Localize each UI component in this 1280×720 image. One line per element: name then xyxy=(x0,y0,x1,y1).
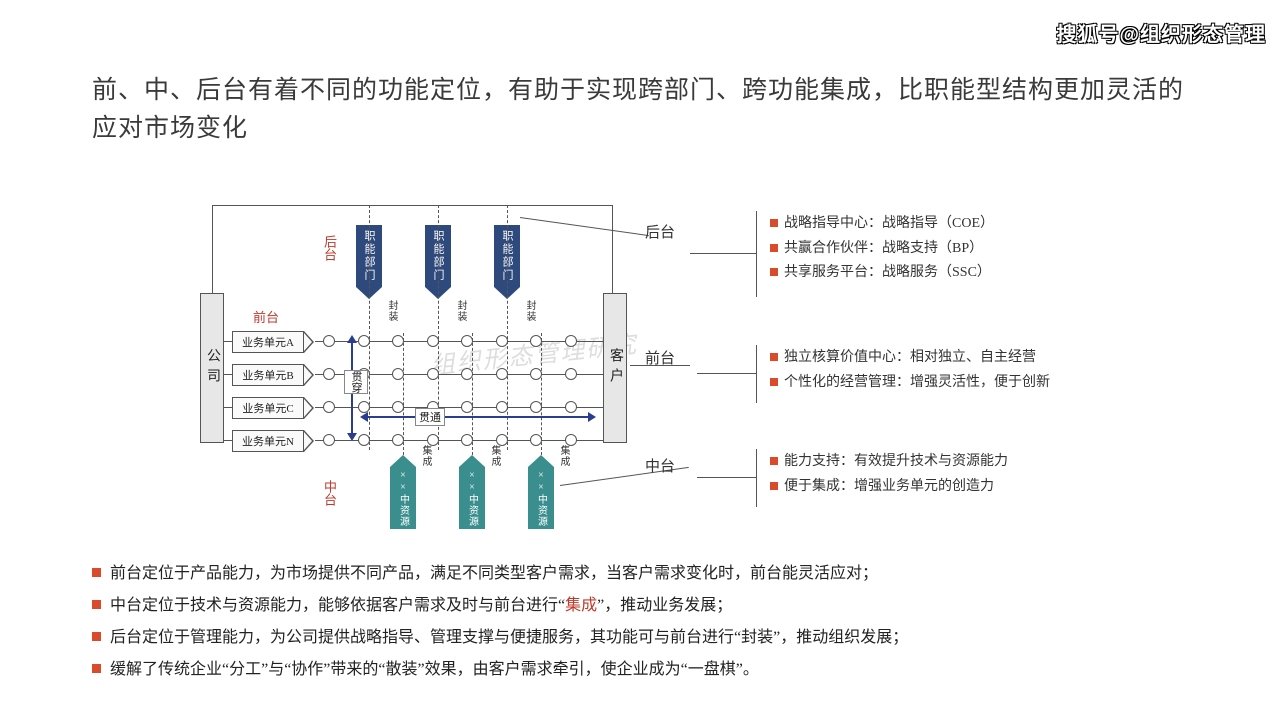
company-box: 公司 xyxy=(200,293,224,443)
label-back-red: 后台 xyxy=(320,235,339,261)
company-connector xyxy=(224,374,232,375)
grid-node xyxy=(323,368,335,380)
section-label-back: 后台 xyxy=(645,221,675,242)
company-connector xyxy=(224,341,232,342)
legend-item: 能力支持：有效提升技术与资源能力 xyxy=(770,452,1008,472)
bu-row: 业务单元A xyxy=(232,330,314,354)
middle-resource: ××中资源 xyxy=(459,467,485,529)
grid-node xyxy=(530,368,542,380)
frame-top xyxy=(212,205,612,206)
bu-box: 业务单元B xyxy=(232,364,304,386)
grid-node xyxy=(392,401,404,413)
grid-node xyxy=(565,335,577,347)
integrate-label: 集成 xyxy=(487,445,502,467)
grid-node xyxy=(530,335,542,347)
grid-node xyxy=(427,368,439,380)
grid-node xyxy=(496,368,508,380)
bu-row: 业务单元C xyxy=(232,396,314,420)
bar-front xyxy=(756,345,757,403)
note-item: 前台定位于产品能力，为市场提供不同产品，满足不同类型客户需求，当客户需求变化时，… xyxy=(92,558,1210,590)
bar-mid xyxy=(756,449,757,507)
grid-node xyxy=(323,401,335,413)
customer-box: 客户 xyxy=(603,293,627,443)
note-item: 后台定位于管理能力，为公司提供战略指导、管理支撑与便捷服务，其功能可与前台进行“… xyxy=(92,622,1210,654)
middle-resource: ××中资源 xyxy=(528,467,554,529)
integrate-label: 集成 xyxy=(418,445,433,467)
middle-resource: ××中资源 xyxy=(390,467,416,529)
seal-label: 封装 xyxy=(453,300,468,322)
grid-node xyxy=(427,434,439,446)
legend-item: 便于集成：增强业务单元的创造力 xyxy=(770,477,1008,497)
bu-arrow-tip xyxy=(304,331,314,353)
conn-back xyxy=(520,217,649,236)
bu-arrow-tip xyxy=(304,397,314,419)
grid-node xyxy=(565,368,577,380)
grid-node xyxy=(496,401,508,413)
legend-item: 独立核算价值中心：相对独立、自主经营 xyxy=(770,348,1050,368)
bu-arrow-tip xyxy=(304,364,314,386)
integrate-label: 集成 xyxy=(556,445,571,467)
grid-node xyxy=(461,401,473,413)
legend-item: 个性化的经营管理：增强灵活性，便于创新 xyxy=(770,373,1050,393)
legend-middle: 能力支持：有效提升技术与资源能力便于集成：增强业务单元的创造力 xyxy=(770,447,1008,501)
legend-item: 战略指导中心：战略指导（COE） xyxy=(770,214,994,234)
penetrate-v-label: 贯穿 xyxy=(344,370,368,394)
seal-label: 封装 xyxy=(522,300,537,322)
conn-mid-h xyxy=(697,477,756,478)
bu-row: 业务单元B xyxy=(232,363,314,387)
grid-node xyxy=(530,434,542,446)
grid-node xyxy=(392,434,404,446)
frame-left xyxy=(212,205,213,293)
grid-node xyxy=(461,368,473,380)
grid-node xyxy=(530,401,542,413)
bu-box: 业务单元N xyxy=(232,430,304,452)
grid-node xyxy=(358,434,370,446)
seal-label: 封装 xyxy=(384,300,399,322)
org-diagram: 组织形态管理研究 公司 客户 前台 后台 中台 职能部门封装职能部门封装职能部门… xyxy=(200,205,1080,535)
grid-node xyxy=(461,335,473,347)
note-item: 中台定位于技术与资源能力，能够依据客户需求及时与前台进行“集成”，推动业务发展； xyxy=(92,590,1210,622)
watermark-text: 搜狐号@组织形态管理 xyxy=(1056,18,1266,47)
slide-title: 前、中、后台有着不同的功能定位，有助于实现跨部门、跨功能集成，比职能型结构更加灵… xyxy=(92,72,1188,147)
label-middle-red: 中台 xyxy=(320,480,339,506)
bu-box: 业务单元A xyxy=(232,331,304,353)
label-front-red: 前台 xyxy=(253,307,279,326)
column-dashed-line xyxy=(507,205,508,450)
grid-node xyxy=(392,368,404,380)
legend-front: 独立核算价值中心：相对独立、自主经营个性化的经营管理：增强灵活性，便于创新 xyxy=(770,343,1050,397)
grid-node xyxy=(427,335,439,347)
grid-node xyxy=(358,335,370,347)
grid-node xyxy=(358,401,370,413)
section-label-middle: 中台 xyxy=(645,455,675,476)
grid-node xyxy=(392,335,404,347)
grid-node xyxy=(565,401,577,413)
grid-node xyxy=(323,434,335,446)
grid-node xyxy=(496,434,508,446)
penetrate-horizontal-arrow xyxy=(368,416,588,418)
conn-front-h xyxy=(697,373,756,374)
grid-node xyxy=(496,335,508,347)
grid-node xyxy=(323,335,335,347)
bu-arrow-tip xyxy=(304,430,314,452)
section-label-front: 前台 xyxy=(645,347,675,368)
conn-back-h xyxy=(690,253,756,254)
legend-item: 共享服务平台：战略服务（SSC） xyxy=(770,263,994,283)
company-connector xyxy=(224,407,232,408)
frame-right xyxy=(612,205,613,293)
bu-box: 业务单元C xyxy=(232,397,304,419)
bu-row: 业务单元N xyxy=(232,429,314,453)
note-item: 缓解了传统企业“分工”与“协作”带来的“散装”效果，由客户需求牵引，使企业成为“… xyxy=(92,654,1210,686)
company-connector xyxy=(224,440,232,441)
highlight-text: 集成 xyxy=(565,597,597,614)
legend-back: 战略指导中心：战略指导（COE） 共赢合作伙伴：战略支持（BP） 共享服务平台：战略… xyxy=(770,209,994,288)
bar-back xyxy=(756,211,757,297)
legend-item: 共赢合作伙伴：战略支持（BP） xyxy=(770,239,994,259)
grid-node xyxy=(461,434,473,446)
penetrate-h-label: 贯通 xyxy=(415,408,445,426)
bottom-notes: 前台定位于产品能力，为市场提供不同产品，满足不同类型客户需求，当客户需求变化时，… xyxy=(92,558,1210,686)
column-dashed-line xyxy=(369,205,370,450)
grid-node xyxy=(565,434,577,446)
